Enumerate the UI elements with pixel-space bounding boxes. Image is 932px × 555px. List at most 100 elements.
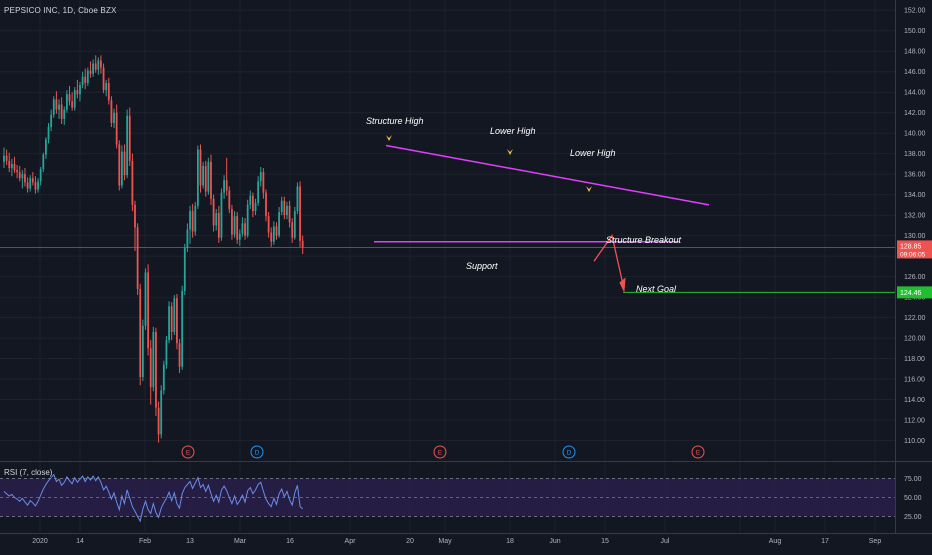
projected-path[interactable] — [593, 234, 625, 290]
candle-up[interactable] — [165, 340, 168, 365]
candle-up[interactable] — [296, 186, 299, 212]
candle-up[interactable] — [202, 165, 205, 186]
rsi-line[interactable] — [3, 473, 304, 523]
candle-down[interactable] — [191, 211, 194, 232]
earnings-marker[interactable] — [433, 445, 447, 459]
dividend-marker[interactable] — [250, 445, 264, 459]
candle-down[interactable] — [283, 200, 286, 216]
candle-down[interactable] — [89, 70, 92, 74]
candle-up[interactable] — [126, 115, 129, 176]
candle-down[interactable] — [262, 172, 265, 193]
candle-down[interactable] — [60, 104, 63, 119]
candle-down[interactable] — [18, 172, 21, 179]
candle-down[interactable] — [123, 151, 126, 176]
candle-down[interactable] — [291, 222, 294, 238]
candle-up[interactable] — [162, 364, 165, 391]
candle-up[interactable] — [37, 181, 39, 190]
candle-up[interactable] — [259, 172, 262, 182]
candle-down[interactable] — [13, 163, 16, 171]
candle-down[interactable] — [110, 100, 113, 123]
candle-up[interactable] — [215, 213, 218, 226]
candle-up[interactable] — [113, 112, 115, 123]
candle-up[interactable] — [105, 82, 108, 91]
earnings-marker[interactable] — [691, 445, 705, 459]
candle-up[interactable] — [223, 180, 225, 193]
candle-down[interactable] — [118, 144, 121, 186]
candle-up[interactable] — [79, 85, 81, 95]
candle-down[interactable] — [76, 90, 79, 95]
candle-up[interactable] — [42, 154, 45, 170]
candle-up[interactable] — [207, 161, 210, 192]
candle-up[interactable] — [278, 212, 280, 236]
candle-up[interactable] — [168, 306, 170, 341]
candle-up[interactable] — [272, 226, 275, 242]
candle-down[interactable] — [299, 186, 301, 241]
candle-down[interactable] — [16, 170, 18, 173]
candle-down[interactable] — [252, 195, 254, 212]
candle-down[interactable] — [244, 223, 246, 236]
candle-up[interactable] — [10, 163, 13, 169]
candle-up[interactable] — [254, 202, 257, 212]
candle-up[interactable] — [241, 223, 244, 234]
candle-down[interactable] — [228, 190, 231, 209]
candle-up[interactable] — [189, 211, 191, 230]
candle-down[interactable] — [217, 213, 220, 238]
candle-up[interactable] — [286, 205, 288, 216]
candle-down[interactable] — [265, 192, 267, 217]
candle-up[interactable] — [220, 192, 223, 238]
candle-down[interactable] — [55, 99, 58, 110]
candle-down[interactable] — [176, 298, 178, 344]
candle-up[interactable] — [257, 181, 260, 203]
candle-down[interactable] — [178, 343, 181, 367]
candle-up[interactable] — [246, 204, 249, 236]
candle-down[interactable] — [236, 216, 239, 240]
candle-down[interactable] — [136, 227, 139, 289]
candle-down[interactable] — [102, 67, 105, 91]
candle-down[interactable] — [231, 208, 233, 235]
candle-up[interactable] — [63, 109, 66, 119]
candle-up[interactable] — [152, 331, 155, 388]
candle-up[interactable] — [29, 178, 32, 189]
candle-up[interactable] — [173, 298, 176, 332]
candle-down[interactable] — [94, 63, 97, 70]
candle-down[interactable] — [107, 82, 110, 101]
candle-down[interactable] — [147, 272, 149, 349]
candle-up[interactable] — [160, 390, 163, 435]
candle-up[interactable] — [249, 195, 252, 205]
candle-up[interactable] — [194, 205, 197, 232]
candle-up[interactable] — [81, 76, 84, 86]
candle-up[interactable] — [65, 94, 68, 110]
candle-down[interactable] — [204, 165, 207, 192]
candle-up[interactable] — [52, 99, 55, 115]
resistance-trendline[interactable] — [385, 144, 710, 206]
candle-up[interactable] — [50, 114, 53, 128]
candle-down[interactable] — [212, 198, 215, 226]
candle-down[interactable] — [31, 178, 34, 183]
candle-up[interactable] — [39, 169, 42, 182]
candle-down[interactable] — [199, 149, 202, 186]
candle-down[interactable] — [225, 180, 228, 191]
candle-up[interactable] — [238, 233, 241, 240]
candle-up[interactable] — [45, 139, 47, 155]
rsi-title[interactable]: RSI (7, close) — [4, 468, 53, 477]
candle-down[interactable] — [115, 112, 118, 145]
candle-down[interactable] — [71, 101, 74, 108]
candle-down[interactable] — [128, 115, 131, 161]
candle-down[interactable] — [157, 407, 160, 435]
candle-down[interactable] — [267, 216, 270, 233]
candle-up[interactable] — [73, 90, 76, 108]
candle-down[interactable] — [34, 182, 37, 190]
candle-down[interactable] — [270, 232, 273, 242]
candle-up[interactable] — [92, 63, 94, 74]
candle-up[interactable] — [196, 149, 199, 206]
candle-down[interactable] — [149, 348, 152, 388]
candle-up[interactable] — [293, 211, 296, 238]
symbol-title[interactable]: PEPSICO INC, 1D, Cboe BZX — [4, 6, 117, 15]
candle-down[interactable] — [155, 331, 157, 408]
candle-down[interactable] — [134, 204, 136, 228]
candle-down[interactable] — [100, 60, 102, 68]
candle-down[interactable] — [210, 161, 212, 199]
candle-down[interactable] — [8, 160, 11, 169]
